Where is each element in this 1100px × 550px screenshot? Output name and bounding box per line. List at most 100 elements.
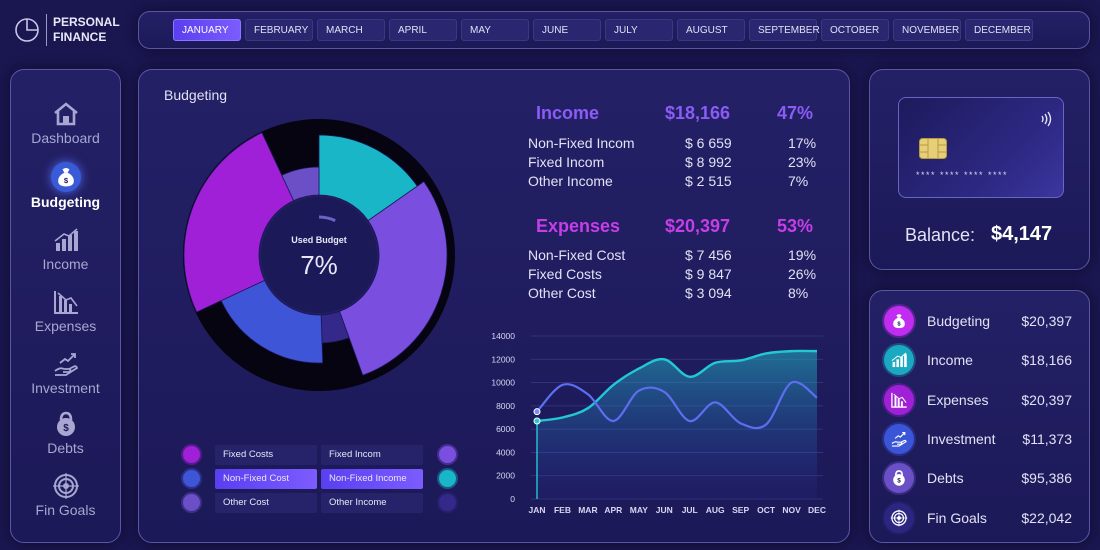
x-tick-label: JAN	[528, 505, 545, 515]
x-tick-label: SEP	[732, 505, 749, 515]
used-budget-label: Used Budget	[291, 235, 347, 245]
line-start-point	[533, 408, 541, 416]
area-start-point	[533, 417, 541, 425]
x-tick-label: FEB	[554, 505, 571, 515]
month-tab-august[interactable]: AUGUST	[677, 19, 745, 41]
income-heading: Income	[536, 103, 600, 123]
panel-title: Budgeting	[164, 87, 228, 103]
summary-label: Fin Goals	[927, 509, 987, 526]
summary-value: $20,397	[1021, 313, 1072, 329]
hand-growth-icon	[52, 350, 80, 378]
budget-donut-chart: Used Budget 7%	[183, 119, 455, 391]
summary-row-investment[interactable]: Investment $11,373	[870, 421, 1091, 457]
y-tick-label: 12000	[491, 354, 515, 364]
contactless-icon	[1041, 111, 1052, 127]
expenses-row-value: $ 9 847	[685, 266, 732, 282]
legend-dot-right-1	[439, 470, 456, 487]
summary-row-debts[interactable]: $ Debts $95,386	[870, 460, 1091, 496]
bank-card[interactable]: **** **** **** ****	[898, 97, 1064, 198]
summary-label: Investment	[927, 430, 996, 447]
x-tick-label: JUL	[682, 505, 698, 515]
sidebar-item-investment[interactable]: Investment	[11, 350, 120, 396]
legend-item-other-cost[interactable]: Other Cost	[215, 493, 317, 513]
sidebar: Dashboard $ Budgeting Income Expenses Investm…	[10, 69, 121, 543]
summary-label: Income	[927, 352, 973, 369]
expenses-row-value: $ 3 094	[685, 285, 732, 301]
legend-item-fixed-incom[interactable]: Fixed Incom	[321, 445, 423, 465]
expenses-total: $20,397	[665, 216, 731, 236]
y-tick-label: 0	[510, 494, 515, 504]
sidebar-item-label: Investment	[31, 380, 100, 396]
x-tick-label: APR	[604, 505, 622, 515]
money-bag-icon: $	[50, 162, 81, 192]
y-tick-label: 4000	[496, 447, 515, 457]
x-tick-label: NOV	[782, 505, 801, 515]
svg-text:$: $	[63, 176, 68, 185]
app-title: PERSONAL FINANCE	[53, 15, 120, 45]
balance-value: $4,147	[991, 223, 1053, 245]
x-tick-label: DEC	[808, 505, 826, 515]
target-icon	[52, 472, 80, 500]
svg-text:$: $	[897, 478, 901, 485]
declining-chart-icon	[884, 384, 914, 415]
legend-item-fixed-costs[interactable]: Fixed Costs	[215, 445, 317, 465]
y-tick-label: 14000	[491, 331, 515, 341]
y-tick-label: 6000	[496, 424, 515, 434]
sidebar-item-label: Income	[42, 256, 89, 272]
income-row-value: $ 2 515	[685, 173, 732, 189]
legend-item-non-fixed-cost[interactable]: Non-Fixed Cost	[215, 469, 317, 489]
month-tab-january[interactable]: JANUARY	[173, 19, 241, 41]
x-tick-label: MAR	[578, 505, 597, 515]
legend-dot-left-1	[183, 470, 200, 487]
month-tab-november[interactable]: NOVEMBER	[893, 19, 961, 41]
y-tick-label: 10000	[491, 378, 515, 388]
month-tab-july[interactable]: JULY	[605, 19, 673, 41]
month-tab-october[interactable]: OCTOBER	[821, 19, 889, 41]
other-cost-slice[interactable]	[281, 166, 320, 202]
donut-center	[261, 197, 377, 313]
expenses-percent: 53%	[777, 216, 814, 236]
legend-item-other-income[interactable]: Other Income	[321, 493, 423, 513]
sidebar-item-expenses[interactable]: Expenses	[11, 288, 120, 334]
sidebar-item-budgeting[interactable]: $ Budgeting	[11, 162, 120, 210]
bar-chart-icon	[884, 345, 914, 376]
income-row-percent: 23%	[788, 154, 817, 170]
summary-row-income[interactable]: Income $18,166	[870, 342, 1091, 378]
expenses-row-percent: 8%	[788, 285, 809, 301]
sidebar-item-dashboard[interactable]: Dashboard	[11, 100, 120, 146]
month-tab-february[interactable]: FEBRUARY	[245, 19, 313, 41]
month-tab-may[interactable]: MAY	[461, 19, 529, 41]
legend-dot-right-2	[439, 494, 456, 511]
y-tick-label: 8000	[496, 401, 515, 411]
summary-label: Budgeting	[927, 313, 991, 329]
expenses-row-percent: 19%	[788, 247, 817, 263]
summary-value: $95,386	[1021, 470, 1072, 487]
month-tab-september[interactable]: SEPTEMBER	[749, 19, 820, 41]
summary-row-budgeting[interactable]: $ Budgeting $20,397	[870, 303, 1091, 339]
legend-dot-left-2	[183, 494, 200, 511]
summary-value: $20,397	[1021, 391, 1072, 408]
legend-dot-left-0	[183, 446, 200, 463]
summary-row-expenses[interactable]: Expenses $20,397	[870, 382, 1091, 418]
income-total: $18,166	[665, 103, 731, 123]
month-tab-june[interactable]: JUNE	[533, 19, 601, 41]
logo-divider	[46, 14, 47, 46]
x-tick-label: MAY	[630, 505, 648, 515]
legend-item-non-fixed-income[interactable]: Non-Fixed Income	[321, 469, 423, 489]
fixed-costs-slice[interactable]	[183, 132, 295, 313]
x-tick-label: JUN	[656, 505, 673, 515]
sidebar-item-debts[interactable]: $ Debts	[11, 410, 120, 456]
income-percent: 47%	[777, 103, 814, 123]
fixed-incom-slice[interactable]	[339, 181, 448, 376]
sidebar-item-income[interactable]: Income	[11, 226, 120, 272]
summary-row-fin-goals[interactable]: Fin Goals $22,042	[870, 500, 1091, 536]
month-tab-december[interactable]: DECEMBER	[965, 19, 1033, 41]
sidebar-item-fin-goals[interactable]: Fin Goals	[11, 472, 120, 518]
month-tab-march[interactable]: MARCH	[317, 19, 385, 41]
expenses-row-name: Other Cost	[528, 285, 596, 301]
month-tab-april[interactable]: APRIL	[389, 19, 457, 41]
income-row-percent: 7%	[788, 173, 809, 189]
bar-chart-icon	[52, 226, 80, 254]
income-row-percent: 17%	[788, 135, 817, 151]
summary-label: Expenses	[927, 391, 989, 408]
